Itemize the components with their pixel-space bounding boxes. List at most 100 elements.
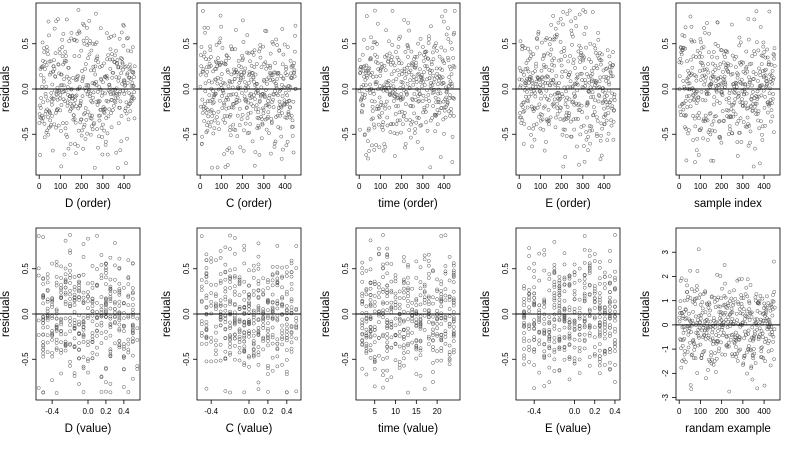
data-point <box>228 80 232 85</box>
data-point <box>366 139 370 143</box>
data-point <box>603 308 607 313</box>
data-point <box>117 256 122 261</box>
data-point <box>562 54 567 59</box>
data-point <box>253 150 258 154</box>
data-point <box>597 354 602 359</box>
data-point <box>702 349 707 353</box>
data-point <box>69 31 74 35</box>
data-point <box>439 279 444 284</box>
data-point <box>130 286 135 290</box>
data-point <box>261 339 266 343</box>
data-point <box>592 289 597 294</box>
data-point <box>547 119 551 123</box>
data-point <box>228 345 232 349</box>
data-point <box>72 336 77 341</box>
data-point <box>739 60 744 64</box>
data-point <box>96 145 100 150</box>
data-point <box>360 311 365 316</box>
data-point <box>568 70 572 75</box>
data-point <box>679 52 684 57</box>
data-point <box>95 233 99 238</box>
data-point <box>214 324 218 329</box>
data-point <box>414 276 419 280</box>
data-point <box>42 50 47 55</box>
x-tick-label: 5 <box>372 407 377 416</box>
data-point <box>124 100 129 105</box>
y-tick-label: -3 <box>661 393 670 401</box>
data-point <box>45 297 50 302</box>
data-point <box>104 315 108 319</box>
data-point <box>557 339 562 344</box>
data-point <box>225 163 230 167</box>
data-point <box>131 96 136 101</box>
data-point <box>698 302 703 307</box>
data-point <box>232 267 237 272</box>
data-point <box>678 57 683 61</box>
data-point <box>129 92 134 97</box>
data-point <box>582 281 587 286</box>
data-point <box>294 326 299 331</box>
data-point <box>41 293 46 297</box>
data-point <box>572 318 577 323</box>
data-point <box>573 82 578 87</box>
data-point <box>565 105 570 109</box>
data-point <box>703 98 708 103</box>
data-point <box>77 319 81 324</box>
data-point <box>439 234 444 238</box>
data-point <box>406 341 410 346</box>
data-point <box>684 308 688 312</box>
data-point <box>227 105 231 110</box>
data-point <box>552 326 557 331</box>
data-point <box>750 377 755 382</box>
data-point <box>364 313 369 317</box>
data-point <box>204 336 209 341</box>
data-point <box>745 69 750 74</box>
data-point <box>571 57 576 62</box>
data-point <box>422 253 427 258</box>
data-point <box>62 152 67 157</box>
data-point <box>99 253 104 257</box>
data-point <box>401 337 406 341</box>
data-point <box>726 319 730 324</box>
data-point <box>613 315 617 319</box>
data-point <box>242 390 247 395</box>
data-point <box>557 288 562 293</box>
data-point <box>611 63 616 67</box>
data-point <box>560 92 564 97</box>
data-point <box>68 301 72 306</box>
data-point <box>218 256 223 260</box>
data-point <box>597 348 602 353</box>
data-point <box>289 324 294 328</box>
data-point <box>259 85 264 90</box>
data-point <box>764 294 769 299</box>
data-point <box>113 321 117 326</box>
data-point <box>228 268 232 273</box>
data-point <box>39 73 43 77</box>
data-point <box>270 292 275 297</box>
x-axis-title: E (value) <box>545 423 591 435</box>
data-point <box>544 88 549 93</box>
data-point <box>380 110 384 115</box>
data-point <box>374 74 379 79</box>
data-point <box>426 93 431 97</box>
data-point <box>251 342 256 347</box>
data-point <box>54 263 59 268</box>
data-point <box>537 320 542 324</box>
data-point <box>118 148 123 152</box>
data-point <box>422 257 427 262</box>
data-point <box>117 327 122 331</box>
data-point <box>71 113 76 118</box>
data-point <box>130 290 135 295</box>
data-point <box>242 339 247 344</box>
data-point <box>696 153 701 157</box>
data-point <box>374 80 379 84</box>
data-point <box>527 287 531 292</box>
data-point <box>42 79 46 84</box>
data-point <box>270 100 274 104</box>
data-point <box>597 260 602 264</box>
data-point <box>723 82 728 87</box>
data-point <box>434 66 439 71</box>
data-point <box>727 132 731 136</box>
data-point <box>406 275 410 280</box>
data-point <box>284 348 289 352</box>
